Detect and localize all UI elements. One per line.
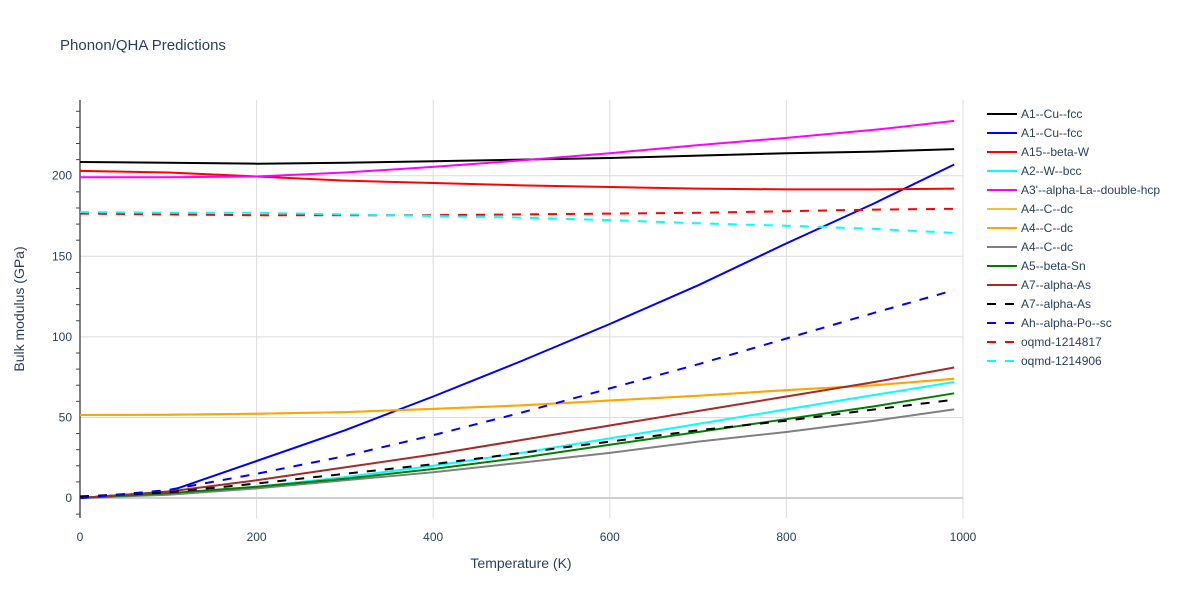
x-tick-label: 800 bbox=[776, 530, 796, 544]
series-line-13 bbox=[79, 211, 955, 234]
series-line-12 bbox=[79, 207, 955, 217]
series-line-9 bbox=[79, 366, 955, 499]
legend-item-label: A4--C--dc bbox=[1021, 240, 1073, 254]
legend-item-label: A5--beta-Sn bbox=[1021, 259, 1086, 273]
series-lines bbox=[79, 119, 955, 499]
legend-item-label: A1--Cu--fcc bbox=[1021, 107, 1082, 121]
x-tick-label: 200 bbox=[247, 530, 267, 544]
series-line-7 bbox=[79, 408, 955, 499]
legend-item-label: Ah--alpha-Po--sc bbox=[1021, 316, 1112, 330]
legend-item-label: A7--alpha-As bbox=[1021, 278, 1091, 292]
x-tick-label: 1000 bbox=[950, 530, 977, 544]
legend-item-label: A7--alpha-As bbox=[1021, 297, 1091, 311]
y-tick-label: 200 bbox=[52, 169, 72, 183]
series-line-2 bbox=[79, 169, 955, 191]
series-line-8 bbox=[79, 392, 955, 499]
legend: A1--Cu--fcc A1--Cu--fcc A15--beta-W A2--W--… bbox=[987, 107, 1160, 368]
legend-item-label: A4--C--dc bbox=[1021, 202, 1073, 216]
x-tick-label: 600 bbox=[600, 530, 620, 544]
y-tick-label: 150 bbox=[52, 249, 72, 263]
legend-item-label: oqmd-1214906 bbox=[1021, 354, 1102, 368]
legend-item-label: A1--Cu--fcc bbox=[1021, 126, 1082, 140]
series-line-4 bbox=[80, 119, 955, 179]
y-tick-label: 0 bbox=[65, 491, 72, 505]
series-line-6 bbox=[79, 377, 955, 416]
gridlines bbox=[76, 100, 964, 518]
y-axis-label: Bulk modulus (GPa) bbox=[11, 246, 27, 371]
series-line-11 bbox=[79, 289, 955, 499]
y-tick-label: 50 bbox=[59, 410, 73, 424]
legend-item-label: A4--C--dc bbox=[1021, 221, 1073, 235]
series-line-5 bbox=[79, 377, 955, 416]
legend-item-label: A15--beta-W bbox=[1021, 145, 1090, 159]
x-tick-label: 400 bbox=[423, 530, 443, 544]
tick-labels: 0 200 400 600 800 1000 0 50 100 150 200 bbox=[52, 169, 977, 544]
legend-item-label: A3'--alpha-La--double-hcp bbox=[1021, 183, 1160, 197]
series-line-10 bbox=[79, 398, 955, 498]
x-tick-label: 0 bbox=[77, 530, 84, 544]
legend-item-label: oqmd-1214817 bbox=[1021, 335, 1102, 349]
series-line-1 bbox=[79, 163, 955, 499]
legend-item-label: A2--W--bcc bbox=[1021, 164, 1081, 178]
chart-title: Phonon/QHA Predictions bbox=[60, 37, 226, 54]
y-tick-label: 100 bbox=[52, 330, 72, 344]
x-axis-label: Temperature (K) bbox=[470, 555, 571, 571]
